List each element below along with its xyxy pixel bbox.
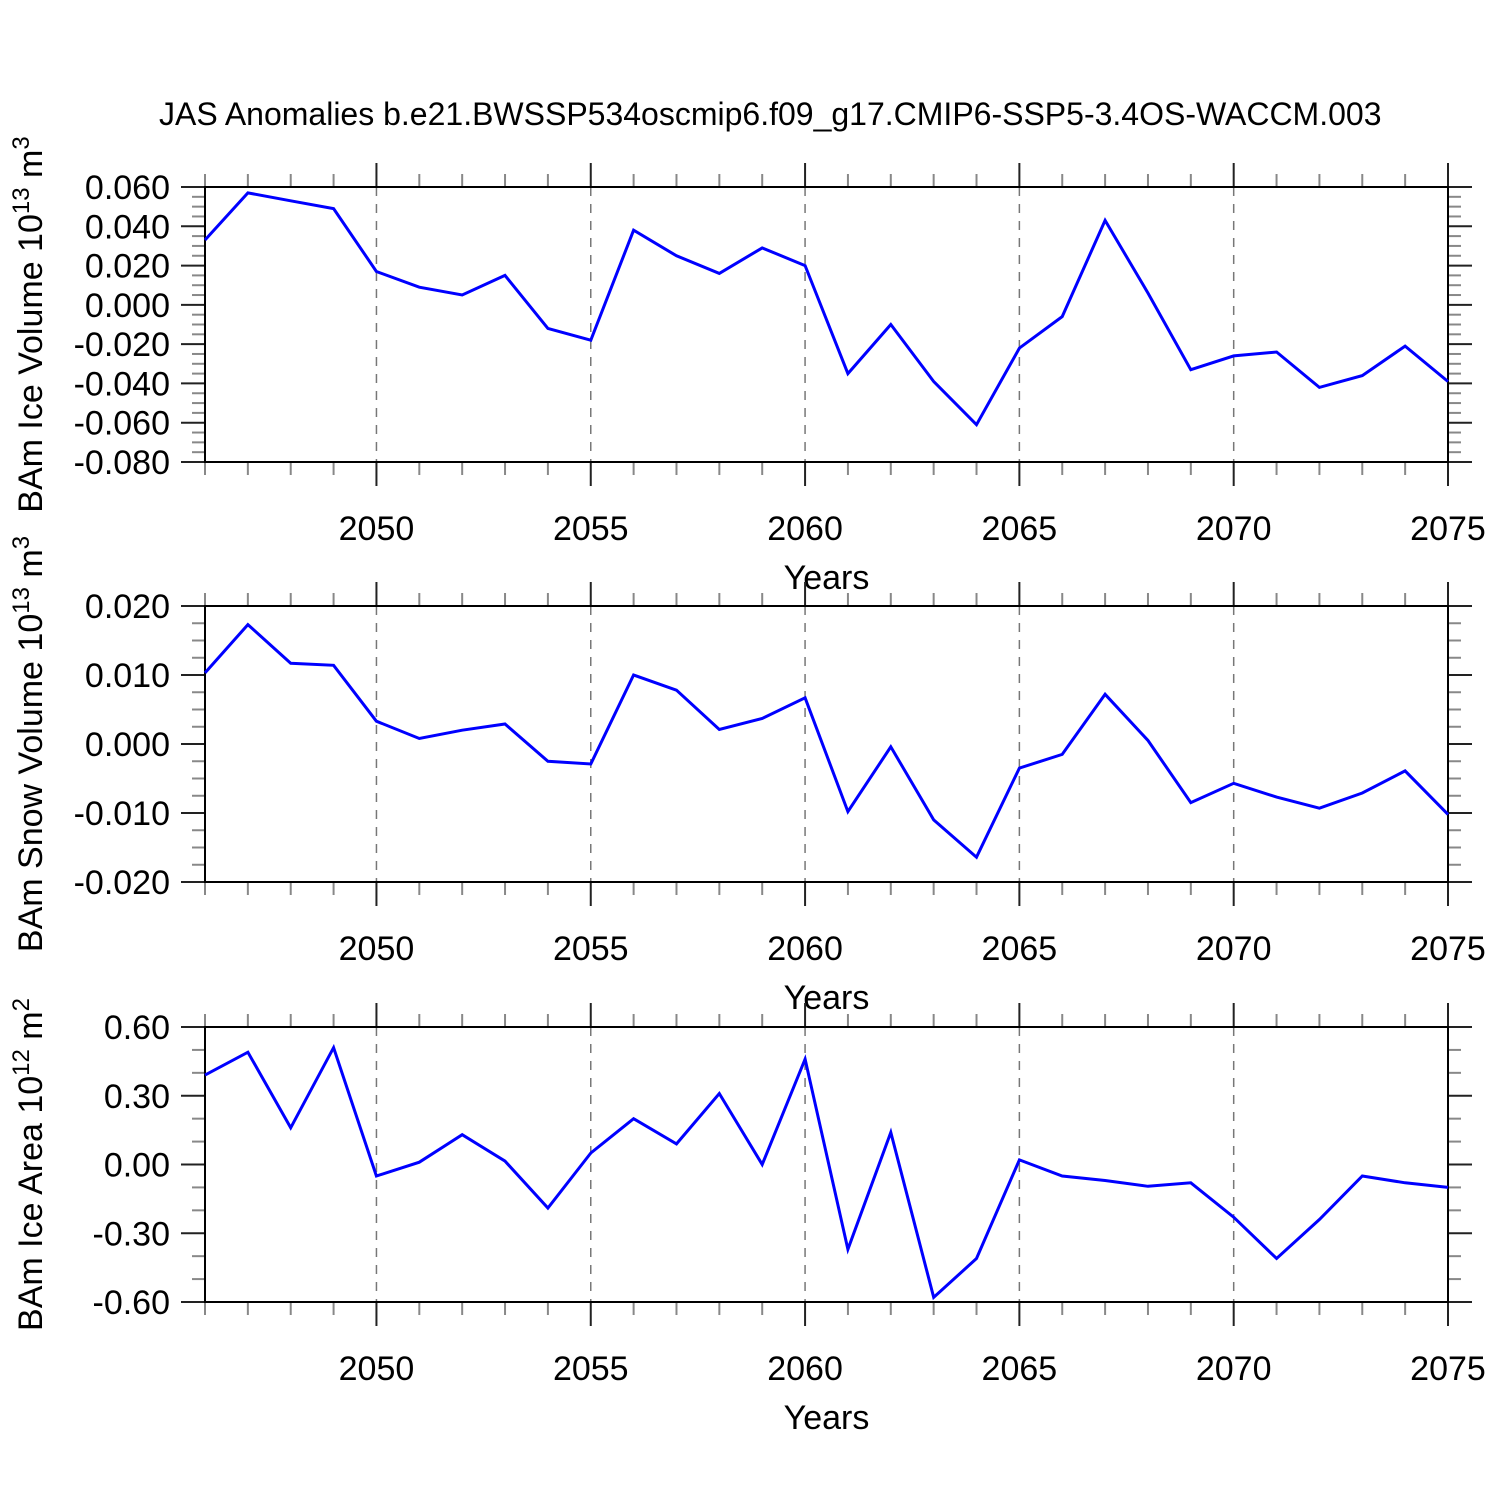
axis-ticks [181,1003,1472,1326]
y-tick-label: 0.000 [85,287,170,325]
y-tick-label: 0.000 [85,726,170,764]
panels-group: 0.0600.0400.0200.000-0.020-0.040-0.060-0… [8,136,1486,1437]
plot-box [204,186,1449,463]
y-tick-label: -0.040 [74,365,170,403]
y-axis-title: BAm Snow Volume 1013 m3 [8,536,50,952]
y-tick-label: 0.040 [85,208,170,246]
x-tick-labels: 2050 2055 2060 2065 2070 2075 [339,930,1486,968]
y-tick-label: -0.30 [93,1215,171,1253]
x-tick-label: 2065 [982,510,1058,548]
y-tick-label: 0.060 [85,169,170,207]
series-line-ice-volume [203,191,1449,428]
axis-ticks [181,582,1472,906]
series-line-snow-volume [203,622,1450,860]
x-tick-labels: 2050 2055 2060 2065 2070 2075 [339,1350,1486,1388]
x-tick-label: 2065 [982,1350,1058,1388]
x-tick-label: 2075 [1410,510,1486,548]
y-tick-label: 0.00 [104,1147,170,1185]
x-tick-label: 2060 [767,510,843,548]
y-tick-label: -0.020 [74,864,170,902]
series-line-ice-area [204,1043,1449,1301]
y-tick-label: -0.60 [93,1284,171,1322]
x-axis-title: Years [784,979,870,1017]
x-tick-label: 2075 [1410,930,1486,968]
y-tick-label: 0.020 [85,248,170,286]
axis-ticks [181,163,1472,486]
panel-ice-volume: 0.0600.0400.0200.000-0.020-0.040-0.060-0… [8,136,1486,597]
x-tick-label: 2050 [339,510,415,548]
y-tick-label: -0.060 [74,405,170,443]
gridlines [375,1027,1235,1302]
y-tick-label: -0.010 [74,795,170,833]
y-tick-labels: 0.60 0.30 0.00 -0.30 -0.60 [93,1009,171,1322]
plot-box [204,1026,1449,1303]
y-tick-labels: 0.020 0.010 0.000 -0.010 -0.020 [74,588,170,902]
x-axis-title: Years [784,559,870,597]
y-tick-label: 0.010 [85,657,170,695]
y-tick-label: 0.30 [104,1078,170,1116]
figure-title: JAS Anomalies b.e21.BWSSP534oscmip6.f09_… [159,96,1381,132]
x-tick-label: 2055 [553,510,629,548]
x-axis-title: Years [784,1399,870,1437]
x-tick-label: 2060 [767,930,843,968]
x-tick-labels: 2050 2055 2060 2065 2070 2075 [339,510,1486,548]
y-axis-title: BAm Ice Volume 1013 m3 [8,136,50,512]
gridlines [375,606,1235,882]
y-tick-label: -0.020 [74,326,170,364]
x-tick-label: 2055 [553,1350,629,1388]
y-axis-title: BAm Ice Area 1012 m2 [8,998,50,1331]
x-tick-label: 2060 [767,1350,843,1388]
gridlines [375,187,1235,462]
plot-box [204,605,1449,883]
x-tick-label: 2075 [1410,1350,1486,1388]
x-tick-label: 2070 [1196,930,1272,968]
x-tick-label: 2070 [1196,1350,1272,1388]
x-tick-label: 2065 [982,930,1058,968]
x-tick-label: 2055 [553,930,629,968]
y-tick-labels: 0.0600.0400.0200.000-0.020-0.040-0.060-0… [74,169,170,482]
x-tick-label: 2070 [1196,510,1272,548]
y-tick-label: 0.60 [104,1009,170,1047]
x-tick-label: 2050 [339,1350,415,1388]
y-tick-label: 0.020 [85,588,170,626]
x-tick-label: 2050 [339,930,415,968]
y-tick-label: -0.080 [74,444,170,482]
